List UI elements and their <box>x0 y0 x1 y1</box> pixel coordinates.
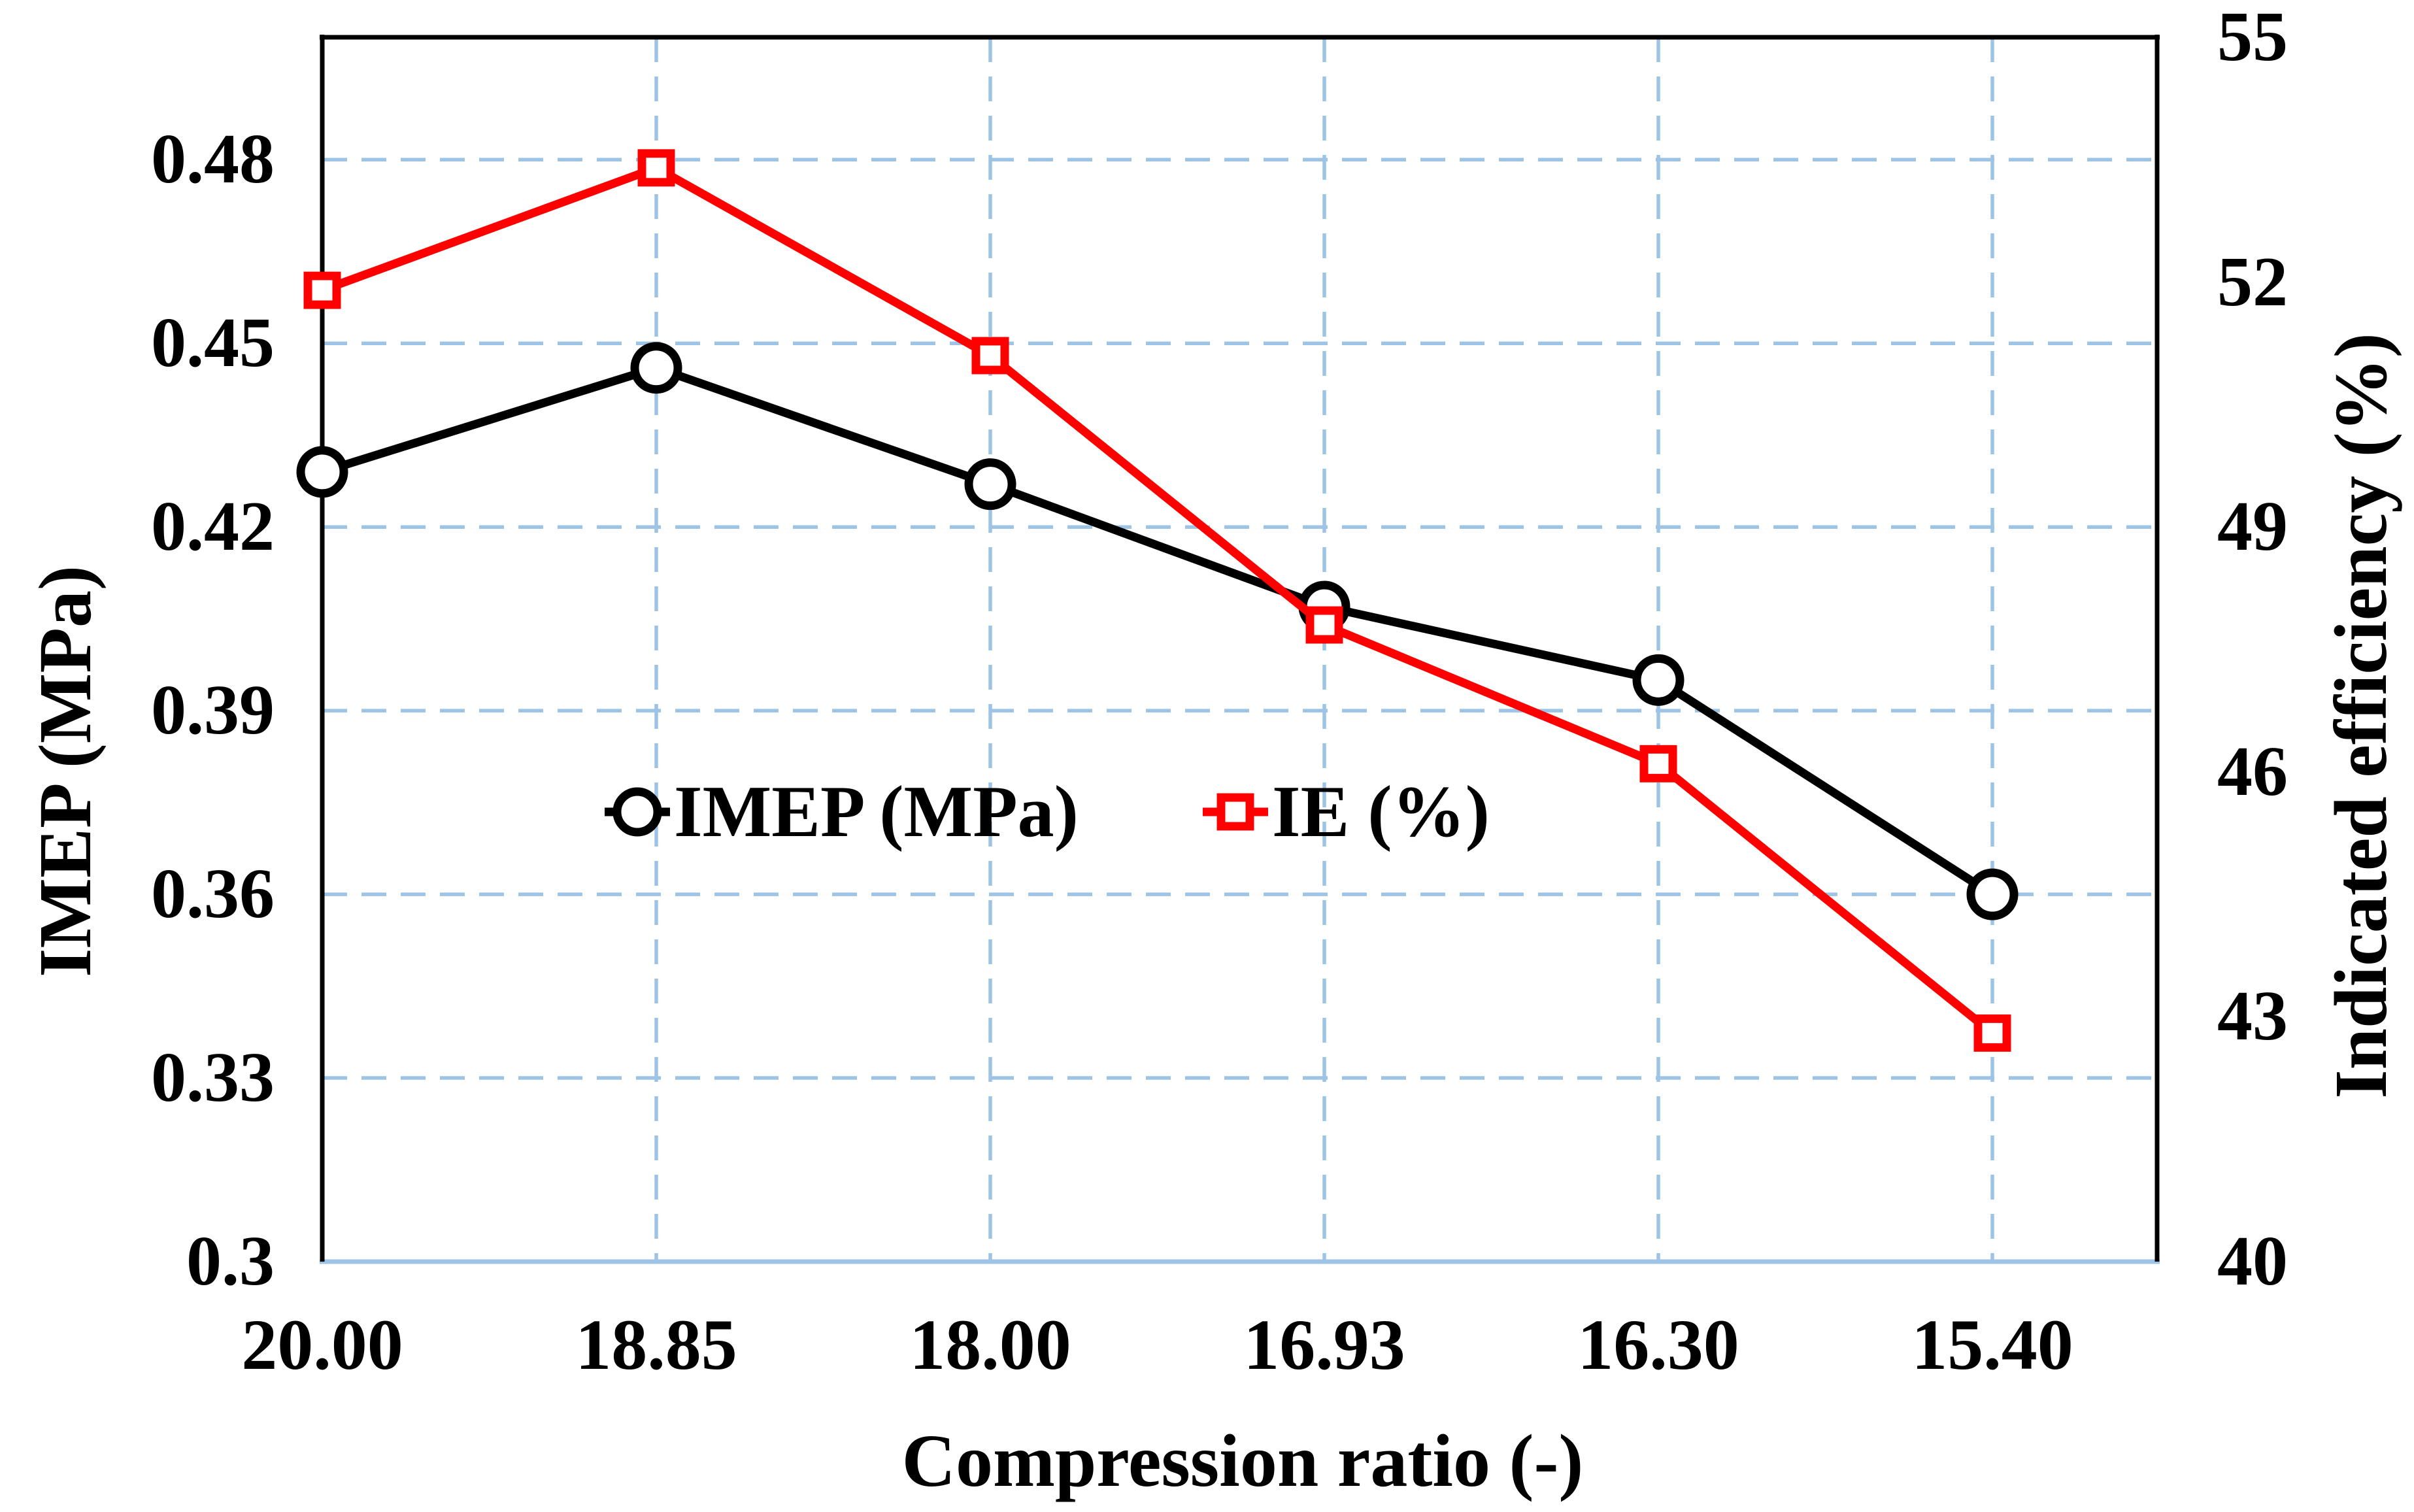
imep-series <box>296 342 2019 920</box>
data-point-circle <box>630 342 682 394</box>
tick-right-label: 52 <box>2217 243 2288 321</box>
x-axis-title: Compression ratio (-) <box>901 1419 1584 1502</box>
y-axis-right-title: Indicated efficiency (%) <box>2319 333 2402 1099</box>
tick-x-label: 18.85 <box>575 1305 737 1385</box>
circle-marker-icon <box>612 787 662 837</box>
tick-left-label: 0.33 <box>151 1039 275 1117</box>
legend-entry-ie: IE (%) <box>1203 775 1490 848</box>
tick-right-label: 49 <box>2217 488 2288 566</box>
tick-left-label: 0.48 <box>151 120 275 199</box>
data-point-square <box>1639 745 1677 782</box>
tick-x-label: 18.00 <box>909 1305 1071 1385</box>
tick-right-label: 40 <box>2217 1222 2288 1300</box>
legend-label-imep: IMEP (MPa) <box>674 771 1079 852</box>
tick-x-label: 15.40 <box>1911 1305 2073 1385</box>
tick-left-label: 0.39 <box>151 671 275 750</box>
y-axis-left-title: IMEP (MPa) <box>24 565 107 978</box>
data-point-square <box>637 149 675 187</box>
data-point-square <box>1973 1014 2011 1052</box>
data-point-square <box>971 337 1009 375</box>
square-marker-icon <box>1216 793 1254 831</box>
data-point-circle <box>1632 654 1685 706</box>
ie-series <box>303 149 2011 1052</box>
tick-left-label: 0.36 <box>151 855 275 933</box>
tick-right-label: 55 <box>2217 0 2288 76</box>
data-point-circle <box>1966 868 2019 920</box>
series-line <box>320 163 1996 1037</box>
data-point-square <box>303 271 341 309</box>
tick-right-label: 46 <box>2217 732 2288 811</box>
legend-label-ie: IE (%) <box>1272 771 1490 852</box>
imep-legend-key <box>605 787 670 837</box>
tick-x-label: 16.93 <box>1243 1305 1405 1385</box>
series-line <box>321 363 1995 898</box>
tick-x-label: 16.30 <box>1577 1305 1739 1385</box>
ie-legend-key <box>1203 793 1268 831</box>
data-point-circle <box>964 458 1016 511</box>
data-point-square <box>1305 606 1343 644</box>
tick-left-label: 0.45 <box>151 304 275 382</box>
tick-right-label: 43 <box>2217 977 2288 1056</box>
gridlines <box>322 37 2157 1262</box>
legend-entry-imep: IMEP (MPa) <box>605 775 1079 848</box>
plot-border <box>320 35 2160 1262</box>
tick-left-label: 0.3 <box>186 1222 275 1300</box>
tick-x-label: 20.00 <box>241 1305 403 1385</box>
tick-left-label: 0.42 <box>151 488 275 566</box>
data-point-circle <box>296 446 348 498</box>
